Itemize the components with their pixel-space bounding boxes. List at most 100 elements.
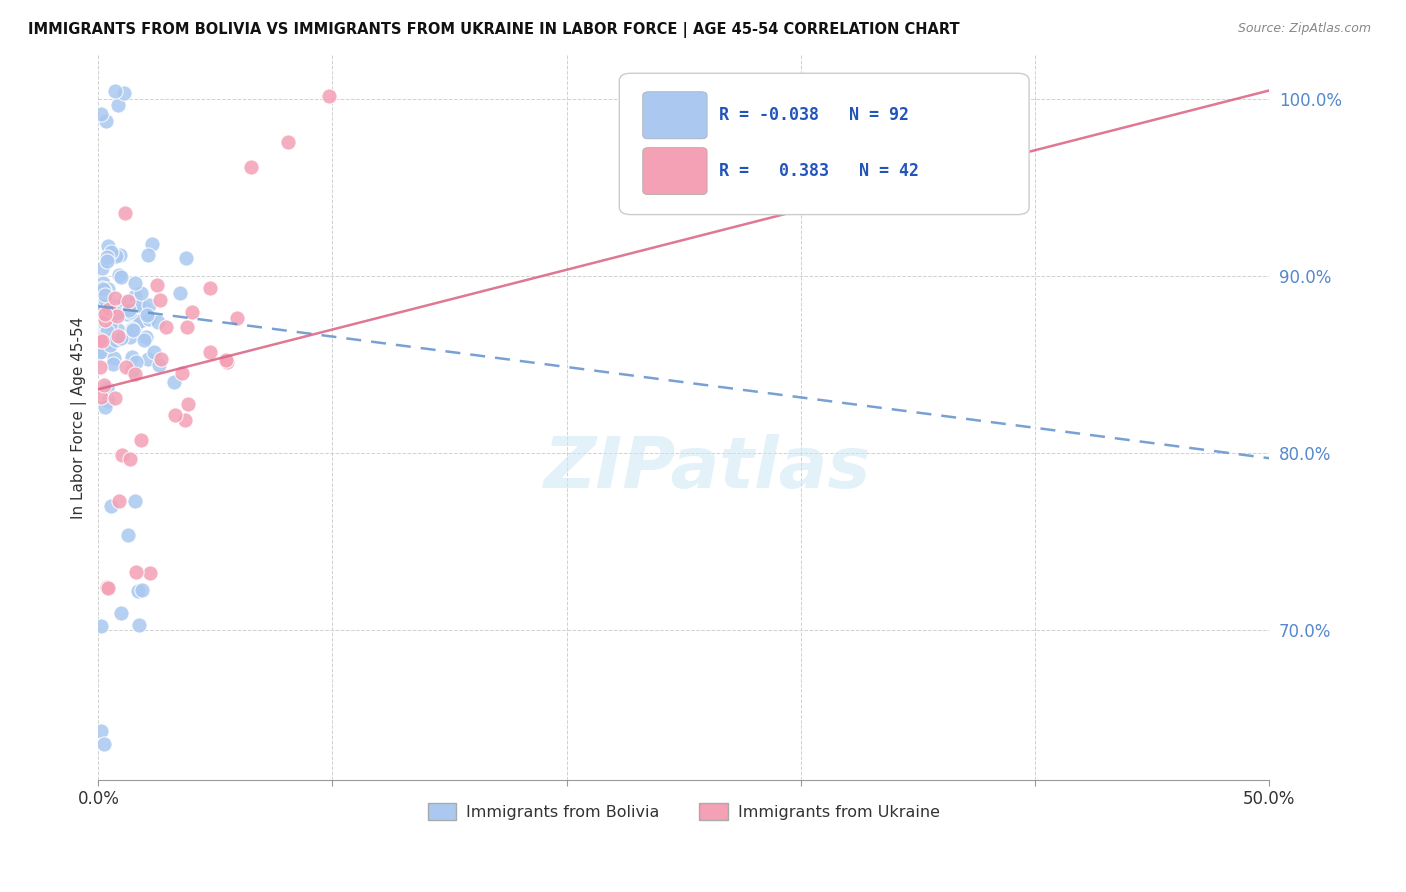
Point	[103, 330, 125, 344]
Point	[129, 285, 152, 300]
Point	[215, 353, 238, 368]
Point	[89, 360, 111, 375]
Point	[100, 338, 122, 352]
Point	[143, 344, 166, 359]
Point	[176, 320, 198, 334]
Point	[93, 309, 115, 323]
Point	[162, 375, 184, 389]
Point	[121, 363, 143, 377]
Point	[180, 305, 202, 319]
Point	[129, 313, 152, 327]
Point	[176, 251, 198, 265]
Point	[169, 286, 191, 301]
Point	[148, 359, 170, 373]
Point	[139, 566, 162, 581]
Point	[96, 253, 118, 268]
Point	[105, 306, 128, 320]
Point	[135, 330, 157, 344]
Point	[125, 355, 148, 369]
Point	[318, 89, 340, 103]
Point	[91, 344, 114, 359]
Point	[174, 413, 197, 427]
Point	[148, 315, 170, 329]
Point	[96, 322, 118, 336]
Point	[89, 300, 111, 314]
Point	[198, 281, 221, 295]
Point	[96, 381, 118, 395]
Point	[149, 293, 172, 308]
Point	[107, 329, 129, 343]
Point	[111, 448, 134, 462]
Point	[172, 366, 194, 380]
Point	[104, 292, 127, 306]
Point	[98, 318, 121, 332]
Point	[226, 311, 249, 326]
Point	[110, 331, 132, 345]
Point	[90, 280, 112, 294]
Point	[114, 205, 136, 219]
Point	[93, 283, 115, 297]
Point	[145, 278, 167, 293]
Point	[89, 280, 111, 294]
Point	[93, 377, 115, 392]
Point	[124, 289, 146, 303]
Point	[93, 737, 115, 751]
Point	[132, 333, 155, 347]
Point	[96, 250, 118, 264]
Y-axis label: In Labor Force | Age 45-54: In Labor Force | Age 45-54	[72, 317, 87, 518]
Point	[97, 282, 120, 296]
Point	[94, 292, 117, 306]
Point	[105, 249, 128, 263]
Point	[138, 298, 160, 312]
Point	[240, 160, 263, 174]
Point	[105, 309, 128, 323]
FancyBboxPatch shape	[619, 73, 1029, 215]
Point	[90, 619, 112, 633]
Point	[94, 400, 117, 414]
Point	[176, 396, 198, 410]
Legend: Immigrants from Bolivia, Immigrants from Ukraine: Immigrants from Bolivia, Immigrants from…	[422, 797, 946, 826]
Point	[124, 494, 146, 508]
Point	[97, 239, 120, 253]
Point	[128, 618, 150, 632]
Point	[104, 84, 127, 98]
Point	[129, 433, 152, 447]
Point	[96, 308, 118, 322]
Point	[135, 308, 157, 322]
Point	[97, 334, 120, 349]
Point	[97, 581, 120, 595]
Point	[110, 301, 132, 316]
Point	[107, 98, 129, 112]
Point	[128, 298, 150, 312]
Point	[105, 333, 128, 347]
Point	[155, 319, 177, 334]
Point	[124, 367, 146, 381]
Point	[115, 307, 138, 321]
Point	[97, 394, 120, 409]
Point	[127, 298, 149, 312]
Point	[120, 304, 142, 318]
Point	[127, 584, 149, 599]
Point	[118, 302, 141, 317]
Point	[120, 451, 142, 466]
Text: IMMIGRANTS FROM BOLIVIA VS IMMIGRANTS FROM UKRAINE IN LABOR FORCE | AGE 45-54 CO: IMMIGRANTS FROM BOLIVIA VS IMMIGRANTS FR…	[28, 22, 960, 38]
Point	[89, 331, 111, 345]
Point	[115, 359, 138, 374]
Point	[131, 583, 153, 598]
Point	[118, 330, 141, 344]
Text: ZIPatlas: ZIPatlas	[544, 434, 870, 503]
Point	[89, 327, 111, 342]
Point	[110, 270, 132, 285]
Point	[125, 318, 148, 333]
Point	[91, 297, 114, 311]
Point	[97, 301, 120, 316]
Point	[103, 299, 125, 313]
Text: Source: ZipAtlas.com: Source: ZipAtlas.com	[1237, 22, 1371, 36]
Point	[277, 135, 299, 149]
Point	[104, 391, 127, 405]
Point	[108, 493, 131, 508]
Point	[124, 276, 146, 290]
Text: R = -0.038   N = 92: R = -0.038 N = 92	[718, 106, 908, 124]
Point	[122, 323, 145, 337]
Point	[198, 345, 221, 359]
